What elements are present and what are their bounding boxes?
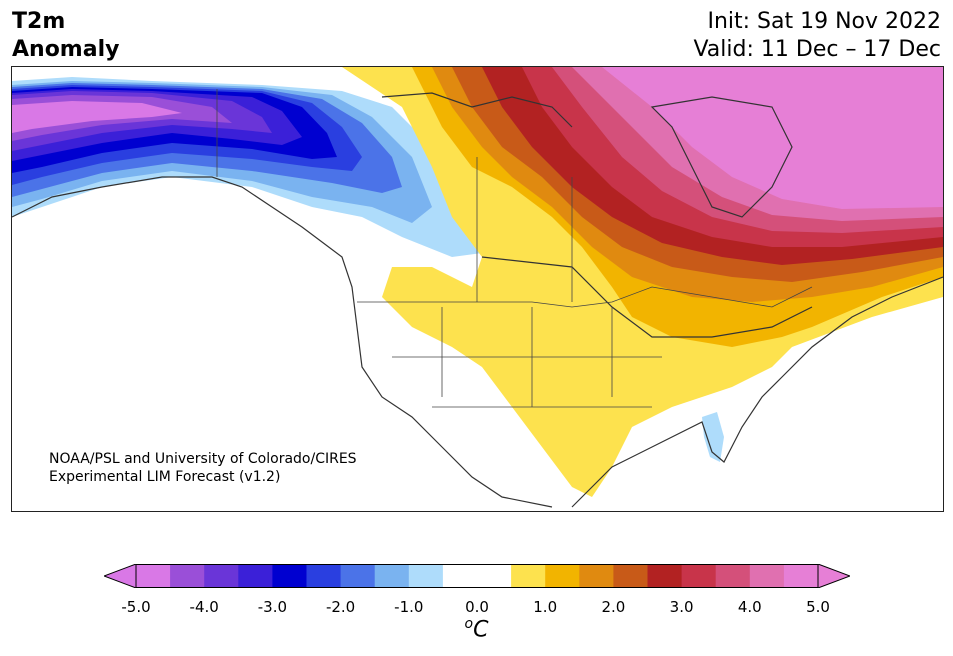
title-line-2: Anomaly — [12, 37, 120, 62]
colorbar-tick-label: -4.0 — [189, 598, 219, 616]
colorbar-swatch — [204, 564, 239, 588]
colorbar-tick-label: 3.0 — [669, 598, 694, 616]
colorbar-swatch — [545, 564, 580, 588]
colorbar-swatch — [579, 564, 614, 588]
credit-text: NOAA/PSL and University of Colorado/CIRE… — [49, 450, 357, 486]
colorbar-swatch — [783, 564, 819, 588]
colorbar-tick-label: 5.0 — [806, 598, 830, 616]
colorbar-swatch — [681, 564, 717, 588]
cold-anomaly-region — [12, 77, 482, 257]
colorbar-tick-label: -3.0 — [257, 598, 288, 616]
colorbar-swatch — [511, 564, 546, 588]
map-canvas — [12, 67, 943, 508]
valid-range: Valid: 11 Dec – 17 Dec — [693, 37, 941, 62]
unit-label: C — [473, 617, 489, 643]
political-borders — [216, 89, 813, 408]
warm-anomaly-region — [342, 67, 943, 497]
credit-line-2: Experimental LIM Forecast (v1.2) — [49, 469, 281, 485]
colorbar-swatch — [749, 564, 785, 588]
florida-anomaly — [702, 412, 724, 462]
colorbar-tick-label: 1.0 — [533, 598, 558, 616]
colorbar-high-arrow — [817, 563, 852, 589]
init-date: Init: Sat 19 Nov 2022 — [707, 9, 941, 34]
colorbar-tick-label: 4.0 — [737, 598, 762, 616]
colorbar-tick-label: -1.0 — [394, 598, 424, 616]
colorbar — [102, 563, 852, 589]
colorbar-swatch — [715, 564, 751, 588]
colorbar-swatch — [306, 564, 342, 588]
anomaly-map — [11, 66, 944, 512]
colorbar-swatch — [374, 564, 410, 588]
colorbar-swatch — [238, 564, 273, 588]
colorbar-tick-label: 2.0 — [601, 598, 626, 616]
colorbar-swatch — [647, 564, 683, 588]
title-line-1: T2m — [12, 9, 66, 34]
colorbar-tick-label: -5.0 — [121, 598, 151, 616]
colorbar-graphic — [102, 563, 852, 589]
colorbar-tick-label: -2.0 — [325, 598, 356, 616]
colorbar-swatch — [408, 564, 444, 588]
colorbar-swatch — [340, 564, 376, 588]
colorbar-unit: oC — [0, 616, 953, 642]
map-title: T2m Anomaly — [12, 8, 119, 64]
colorbar-swatch — [136, 564, 171, 588]
colorbar-swatch — [613, 564, 648, 588]
colorbar-swatch — [272, 564, 307, 588]
forecast-dates: Init: Sat 19 Nov 2022 Valid: 11 Dec – 17… — [693, 8, 941, 64]
colorbar-border — [135, 564, 819, 588]
colorbar-low-arrow — [102, 563, 137, 589]
credit-line-1: NOAA/PSL and University of Colorado/CIRE… — [49, 451, 357, 467]
colorbar-swatch — [477, 564, 512, 588]
unit-degree-symbol: o — [464, 616, 474, 632]
colorbar-swatch — [442, 564, 478, 588]
colorbar-swatch — [170, 564, 205, 588]
colorbar-ticks: -5.0 -4.0 -3.0 -2.0 -1.0 0.0 1.0 2.0 3.0 4.0 5.0 — [0, 598, 953, 618]
colorbar-tick-label: 0.0 — [465, 598, 489, 616]
